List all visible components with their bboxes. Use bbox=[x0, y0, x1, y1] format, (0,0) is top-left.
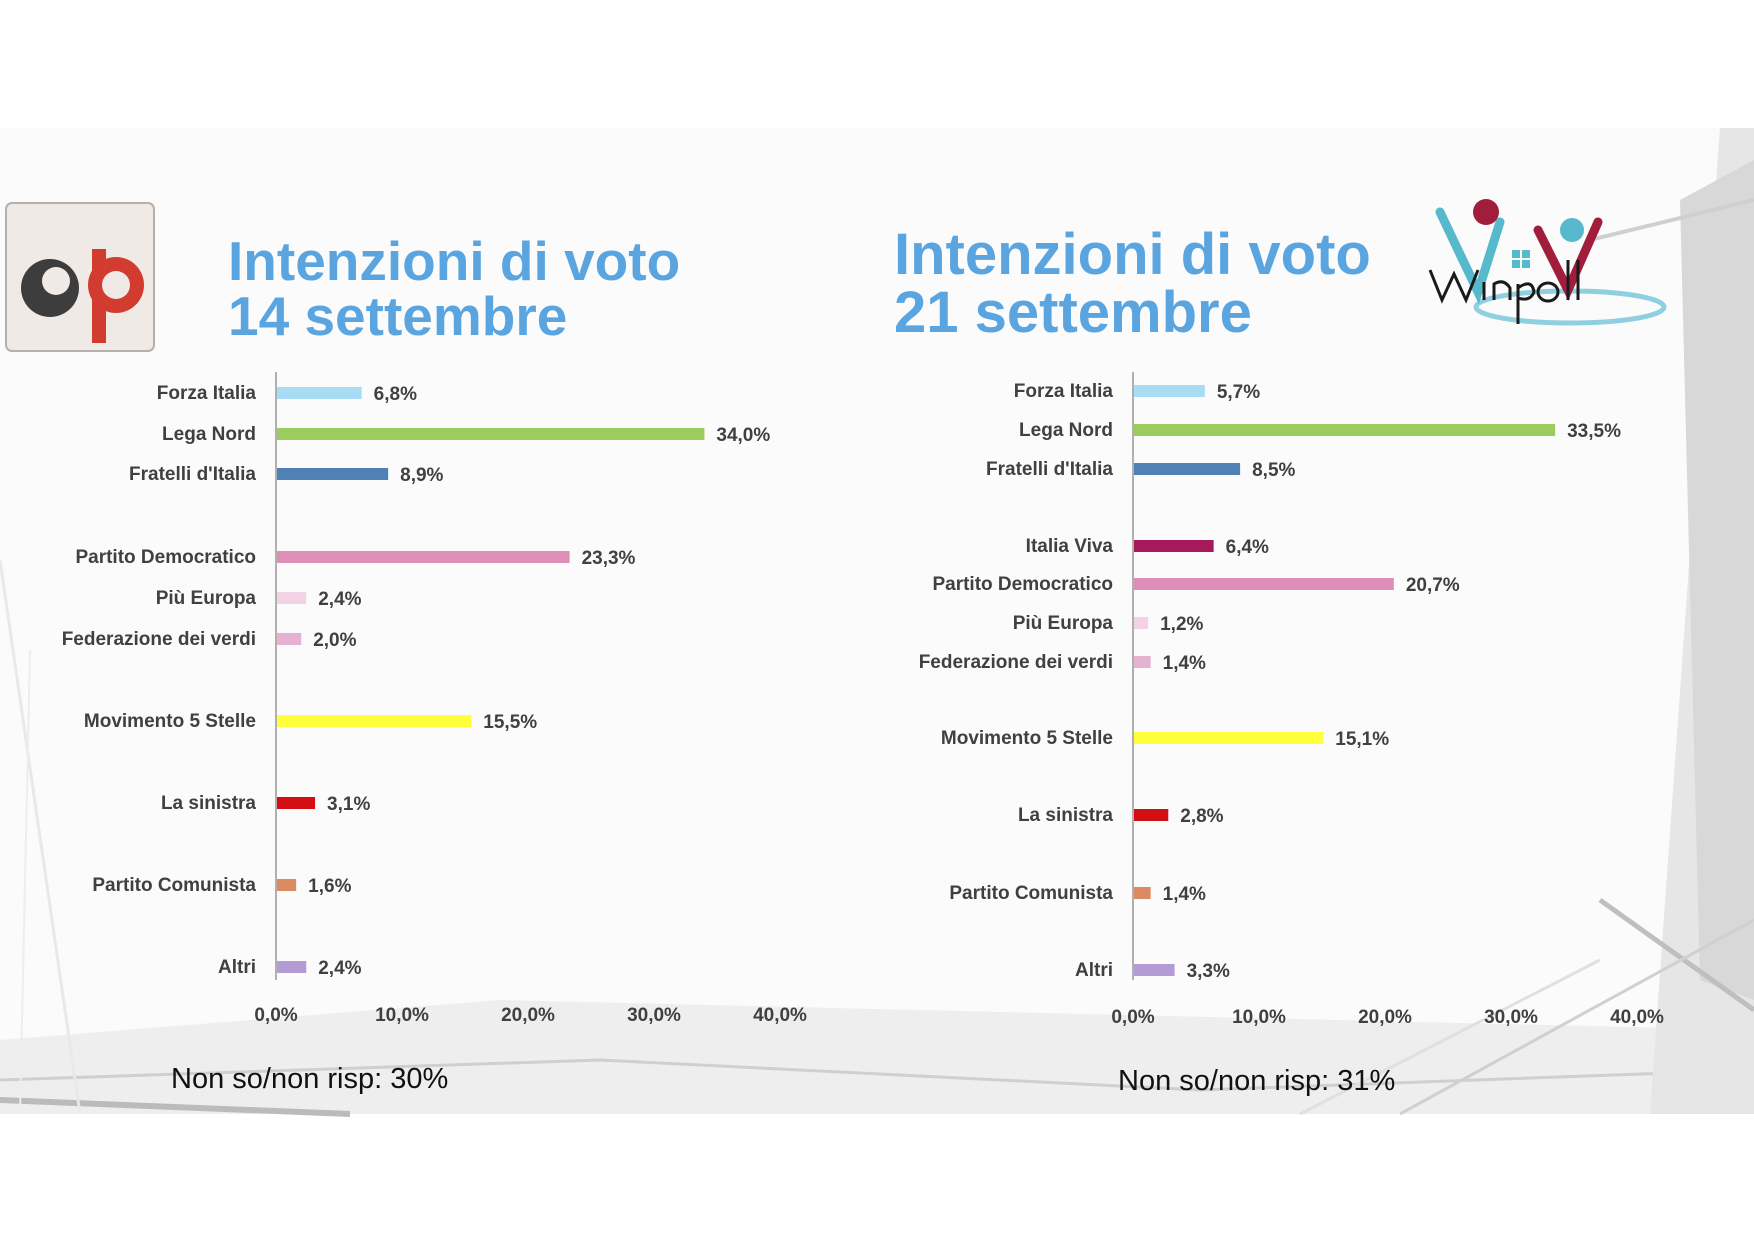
bar-movimento-5-stelle bbox=[277, 715, 472, 727]
title-right-line2: 21 settembre bbox=[894, 280, 1252, 345]
category-label-pi-europa: Più Europa bbox=[1013, 613, 1114, 634]
sp-logo bbox=[4, 201, 156, 353]
value-label-movimento-5-stelle: 15,5% bbox=[483, 712, 537, 733]
bar-forza-italia bbox=[1134, 385, 1205, 397]
value-label-italia-viva: 6,4% bbox=[1226, 537, 1269, 558]
title-left-line1: Intenzioni di voto bbox=[228, 230, 681, 292]
bar-movimento-5-stelle bbox=[1134, 732, 1324, 744]
bar-la-sinistra bbox=[277, 797, 316, 809]
bar-fratelli-d-italia bbox=[277, 468, 389, 480]
value-label-pi-europa: 1,2% bbox=[1160, 614, 1203, 635]
category-label-partito-comunista: Partito Comunista bbox=[949, 883, 1113, 904]
category-label-movimento-5-stelle: Movimento 5 Stelle bbox=[84, 711, 256, 732]
category-label-federazione-dei-verdi: Federazione dei verdi bbox=[919, 652, 1113, 673]
value-label-partito-comunista: 1,4% bbox=[1163, 884, 1206, 905]
category-label-forza-italia: Forza Italia bbox=[1014, 381, 1114, 402]
value-label-altri: 2,4% bbox=[318, 958, 361, 979]
value-label-la-sinistra: 2,8% bbox=[1180, 806, 1223, 827]
x-tick-label-0: 0,0% bbox=[1111, 1007, 1154, 1028]
sp-logo-graphic bbox=[5, 202, 155, 352]
bar-lega-nord bbox=[1134, 424, 1556, 436]
value-label-fratelli-d-italia: 8,9% bbox=[400, 465, 443, 486]
bar-federazione-dei-verdi bbox=[277, 633, 302, 645]
bar-altri bbox=[277, 961, 307, 973]
category-label-fratelli-d-italia: Fratelli d'Italia bbox=[129, 464, 256, 485]
footnote-right: Non so/non risp: 31% bbox=[1118, 1065, 1396, 1097]
category-label-partito-democratico: Partito Democratico bbox=[932, 574, 1113, 595]
bar-lega-nord bbox=[277, 428, 705, 440]
x-tick-label-0: 0,0% bbox=[254, 1005, 297, 1026]
category-label-la-sinistra: La sinistra bbox=[1018, 805, 1113, 826]
bar-partito-democratico bbox=[1134, 578, 1394, 590]
category-label-partito-democratico: Partito Democratico bbox=[75, 547, 256, 568]
category-label-altri: Altri bbox=[218, 957, 256, 978]
value-label-movimento-5-stelle: 15,1% bbox=[1335, 729, 1389, 750]
category-label-federazione-dei-verdi: Federazione dei verdi bbox=[62, 629, 256, 650]
value-label-partito-comunista: 1,6% bbox=[308, 876, 351, 897]
chart-right: Forza Italia 5,7% Lega Nord 33,5% Fratelli d… bbox=[919, 372, 1664, 1028]
bar-forza-italia bbox=[277, 387, 362, 399]
value-label-altri: 3,3% bbox=[1187, 961, 1230, 982]
chart-left: Forza Italia 6,8% Lega Nord 34,0% Fratelli d… bbox=[62, 372, 807, 1026]
title-left-line2: 14 settembre bbox=[228, 285, 568, 347]
value-label-pi-europa: 2,4% bbox=[318, 589, 361, 610]
bar-partito-comunista bbox=[1134, 887, 1151, 899]
x-tick-label-3: 30,0% bbox=[627, 1005, 681, 1026]
category-label-partito-comunista: Partito Comunista bbox=[92, 875, 256, 896]
value-label-federazione-dei-verdi: 1,4% bbox=[1163, 653, 1206, 674]
bar-la-sinistra bbox=[1134, 809, 1169, 821]
bar-italia-viva bbox=[1134, 540, 1214, 552]
bar-partito-comunista bbox=[277, 879, 297, 891]
category-label-forza-italia: Forza Italia bbox=[157, 383, 257, 404]
title-left: Intenzioni di voto 14 settembre bbox=[228, 234, 680, 344]
bar-federazione-dei-verdi bbox=[1134, 656, 1151, 668]
value-label-forza-italia: 6,8% bbox=[374, 384, 417, 405]
value-label-partito-democratico: 23,3% bbox=[582, 548, 636, 569]
value-label-forza-italia: 5,7% bbox=[1217, 382, 1260, 403]
title-right: Intenzioni di voto 21 settembre bbox=[894, 226, 1371, 342]
footnote-left: Non so/non risp: 30% bbox=[171, 1063, 449, 1095]
value-label-partito-democratico: 20,7% bbox=[1406, 575, 1460, 596]
bar-altri bbox=[1134, 964, 1175, 976]
x-tick-label-2: 20,0% bbox=[501, 1005, 555, 1026]
bar-pi-europa bbox=[277, 592, 307, 604]
bar-partito-democratico bbox=[277, 551, 570, 563]
winpoll-logo-graphic bbox=[1428, 199, 1667, 326]
winpoll-logo bbox=[1420, 192, 1668, 342]
category-label-italia-viva: Italia Viva bbox=[1026, 536, 1114, 557]
x-tick-label-2: 20,0% bbox=[1358, 1007, 1412, 1028]
x-tick-label-4: 40,0% bbox=[753, 1005, 807, 1026]
category-label-lega-nord: Lega Nord bbox=[1019, 420, 1113, 441]
title-right-line1: Intenzioni di voto bbox=[894, 222, 1371, 287]
x-tick-label-1: 10,0% bbox=[375, 1005, 429, 1026]
x-tick-label-4: 40,0% bbox=[1610, 1007, 1664, 1028]
bar-fratelli-d-italia bbox=[1134, 463, 1241, 475]
x-tick-label-1: 10,0% bbox=[1232, 1007, 1286, 1028]
bar-pi-europa bbox=[1134, 617, 1149, 629]
category-label-movimento-5-stelle: Movimento 5 Stelle bbox=[941, 728, 1113, 749]
x-tick-label-3: 30,0% bbox=[1484, 1007, 1538, 1028]
value-label-la-sinistra: 3,1% bbox=[327, 794, 370, 815]
category-label-altri: Altri bbox=[1075, 960, 1113, 981]
value-label-fratelli-d-italia: 8,5% bbox=[1252, 460, 1295, 481]
value-label-lega-nord: 34,0% bbox=[716, 425, 770, 446]
value-label-federazione-dei-verdi: 2,0% bbox=[313, 630, 356, 651]
category-label-la-sinistra: La sinistra bbox=[161, 793, 256, 814]
category-label-lega-nord: Lega Nord bbox=[162, 424, 256, 445]
category-label-pi-europa: Più Europa bbox=[156, 588, 257, 609]
value-label-lega-nord: 33,5% bbox=[1567, 421, 1621, 442]
category-label-fratelli-d-italia: Fratelli d'Italia bbox=[986, 459, 1113, 480]
